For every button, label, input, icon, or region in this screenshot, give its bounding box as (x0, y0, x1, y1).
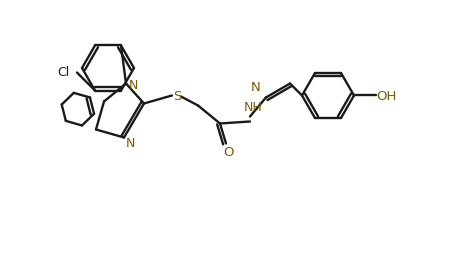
Text: Cl: Cl (57, 66, 69, 79)
Text: N: N (251, 81, 261, 94)
Text: OH: OH (376, 90, 396, 103)
Text: S: S (173, 90, 181, 103)
Text: N: N (128, 79, 138, 92)
Text: N: N (125, 137, 135, 150)
Text: O: O (224, 146, 234, 159)
Text: NH: NH (244, 101, 262, 114)
